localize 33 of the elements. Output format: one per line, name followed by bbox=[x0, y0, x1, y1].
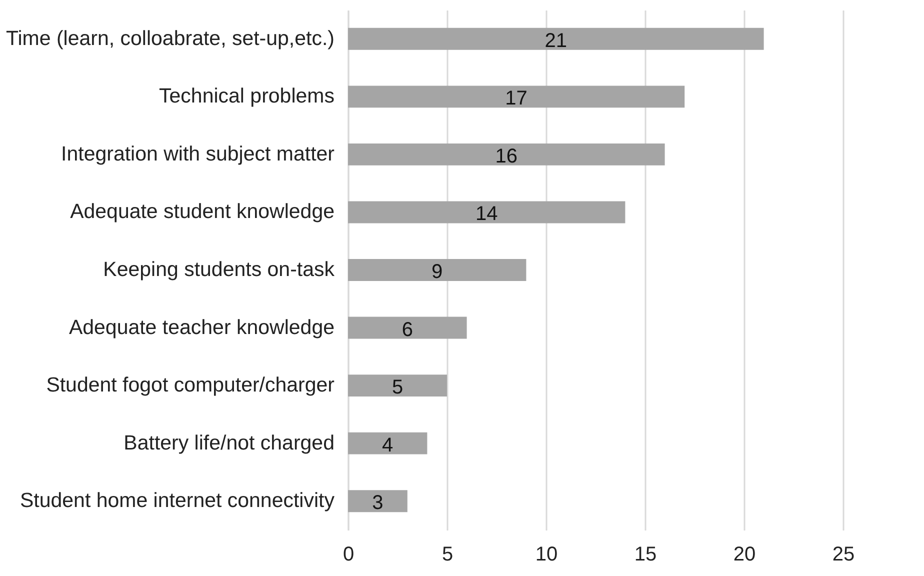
x-tick-label: 10 bbox=[535, 544, 558, 566]
x-tick-label: 25 bbox=[832, 544, 855, 566]
bar bbox=[348, 28, 764, 50]
data-label: 16 bbox=[495, 145, 518, 168]
data-label: 3 bbox=[372, 492, 384, 514]
y-tick-label: Adequate student knowledge bbox=[70, 200, 334, 224]
y-tick-label: Student home internet connectivity bbox=[20, 489, 336, 512]
y-tick-label: Time (learn, colloabrate, set-up,etc.) bbox=[6, 26, 334, 50]
bar bbox=[348, 86, 685, 108]
data-label: 5 bbox=[392, 376, 404, 399]
y-tick-label: Adequate teacher knowledge bbox=[68, 316, 334, 339]
y-tick-label: Keeping students on-task bbox=[103, 258, 336, 281]
y-tick-label: Battery life/not charged bbox=[124, 431, 334, 454]
x-tick-label: 15 bbox=[634, 544, 657, 566]
bar bbox=[348, 259, 526, 281]
data-label: 4 bbox=[382, 434, 394, 456]
y-tick-label: Integration with subject matter bbox=[61, 142, 335, 166]
y-tick-label: Student fogot computer/charger bbox=[46, 374, 335, 397]
x-tick-label: 20 bbox=[733, 544, 756, 566]
bar bbox=[348, 374, 447, 397]
x-tick-label: 5 bbox=[442, 544, 454, 566]
data-label: 6 bbox=[402, 318, 413, 341]
data-label: 9 bbox=[432, 261, 443, 283]
bar bbox=[348, 316, 467, 339]
data-label: 17 bbox=[505, 88, 528, 110]
bar bbox=[348, 143, 665, 166]
data-label: 14 bbox=[475, 203, 498, 226]
bar bbox=[348, 432, 428, 454]
x-tick-label: 0 bbox=[342, 544, 354, 566]
bar bbox=[348, 201, 626, 224]
bar bbox=[348, 490, 408, 512]
y-tick-label: Technical problems bbox=[159, 84, 334, 108]
data-label: 21 bbox=[544, 30, 568, 52]
